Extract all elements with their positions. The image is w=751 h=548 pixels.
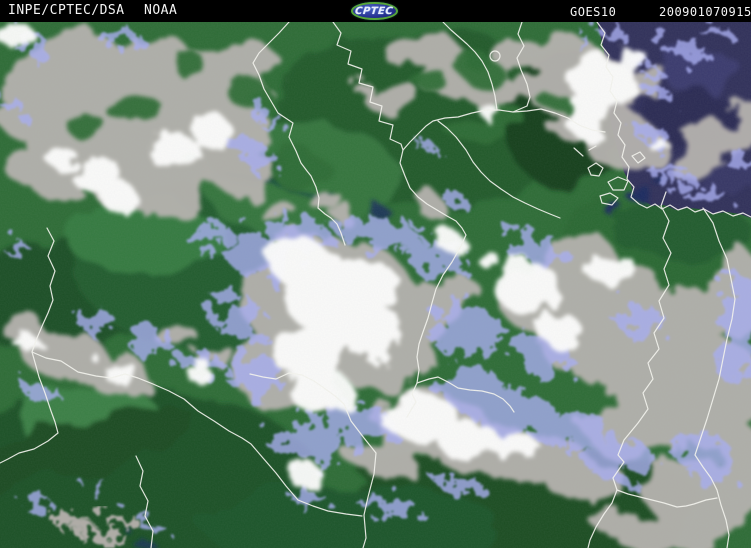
timestamp-label: 200901070915 [659, 5, 751, 19]
header-bar: INPE/CPTEC/DSA NOAA CPTEC GOES10 2009010… [0, 0, 751, 22]
satellite-label: GOES10 [570, 5, 617, 19]
noaa-label: NOAA [144, 3, 178, 18]
cptec-logo: CPTEC [351, 2, 398, 20]
agency-label: INPE/CPTEC/DSA [8, 3, 125, 18]
cptec-logo-text: CPTEC [354, 5, 395, 17]
